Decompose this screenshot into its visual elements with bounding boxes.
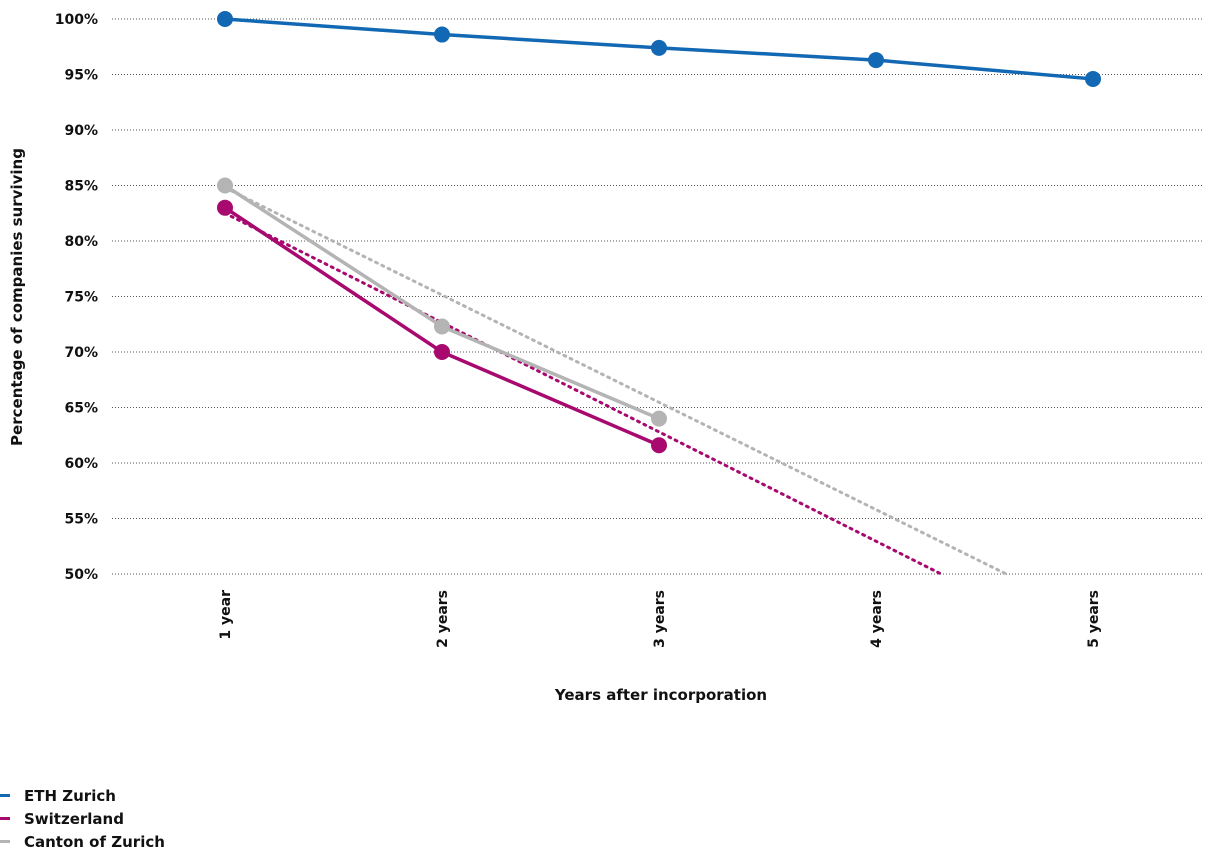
data-point bbox=[217, 199, 233, 216]
line-chart: 50% 55% 60% 65% 70% 75% 80% 85% 90% 95% 100% 1 yea… bbox=[8, 11, 1204, 704]
x-tick-label: 4 years bbox=[869, 590, 885, 648]
y-tick-label: 50% bbox=[64, 567, 98, 583]
legend-label: Switzerland bbox=[24, 809, 124, 828]
legend-item: Canton of Zurich bbox=[0, 830, 165, 853]
y-tick-label: 65% bbox=[64, 401, 98, 417]
data-point bbox=[651, 410, 667, 427]
legend-swatch bbox=[0, 794, 10, 797]
trend-line bbox=[223, 186, 1008, 576]
legend-label: ETH Zurich bbox=[24, 786, 116, 805]
legend-label: Canton of Zurich bbox=[24, 832, 165, 851]
x-tick-labels: 1 year 2 years 3 years 4 years 5 years bbox=[218, 590, 1102, 648]
data-point bbox=[434, 344, 450, 360]
legend: ETH Zurich Switzerland Canton of Zurich bbox=[0, 784, 165, 853]
y-tick-label: 100% bbox=[55, 12, 98, 28]
legend-item: ETH Zurich bbox=[0, 784, 165, 807]
data-point bbox=[868, 52, 884, 69]
x-tick-label: 2 years bbox=[435, 590, 451, 648]
y-tick-label: 70% bbox=[64, 345, 98, 361]
legend-swatch bbox=[0, 817, 10, 820]
legend-item: Switzerland bbox=[0, 807, 165, 830]
y-tick-label: 75% bbox=[64, 290, 98, 306]
x-axis-title: Years after incorporation bbox=[554, 686, 767, 704]
data-point bbox=[434, 26, 450, 43]
data-point bbox=[1085, 70, 1101, 87]
trend-line bbox=[223, 211, 943, 576]
y-tick-label: 95% bbox=[64, 68, 98, 84]
gridlines bbox=[112, 18, 1204, 575]
y-tick-label: 60% bbox=[64, 456, 98, 472]
x-tick-label: 3 years bbox=[652, 590, 668, 648]
series-lines bbox=[217, 11, 1101, 454]
y-tick-label: 90% bbox=[64, 123, 98, 139]
y-tick-label: 85% bbox=[64, 179, 98, 195]
legend-swatch bbox=[0, 840, 10, 843]
y-tick-labels: 50% 55% 60% 65% 70% 75% 80% 85% 90% 95% 100% bbox=[55, 12, 98, 583]
y-tick-label: 80% bbox=[64, 234, 98, 250]
trend-lines bbox=[223, 186, 1008, 576]
data-point bbox=[434, 318, 450, 335]
y-tick-label: 55% bbox=[64, 512, 98, 528]
y-axis-title: Percentage of companies surviving bbox=[8, 148, 26, 446]
data-point bbox=[651, 39, 667, 56]
x-tick-label: 1 year bbox=[218, 590, 234, 640]
data-point bbox=[217, 11, 233, 27]
x-tick-label: 5 years bbox=[1086, 590, 1102, 648]
data-point bbox=[651, 437, 667, 454]
data-point bbox=[217, 177, 233, 194]
